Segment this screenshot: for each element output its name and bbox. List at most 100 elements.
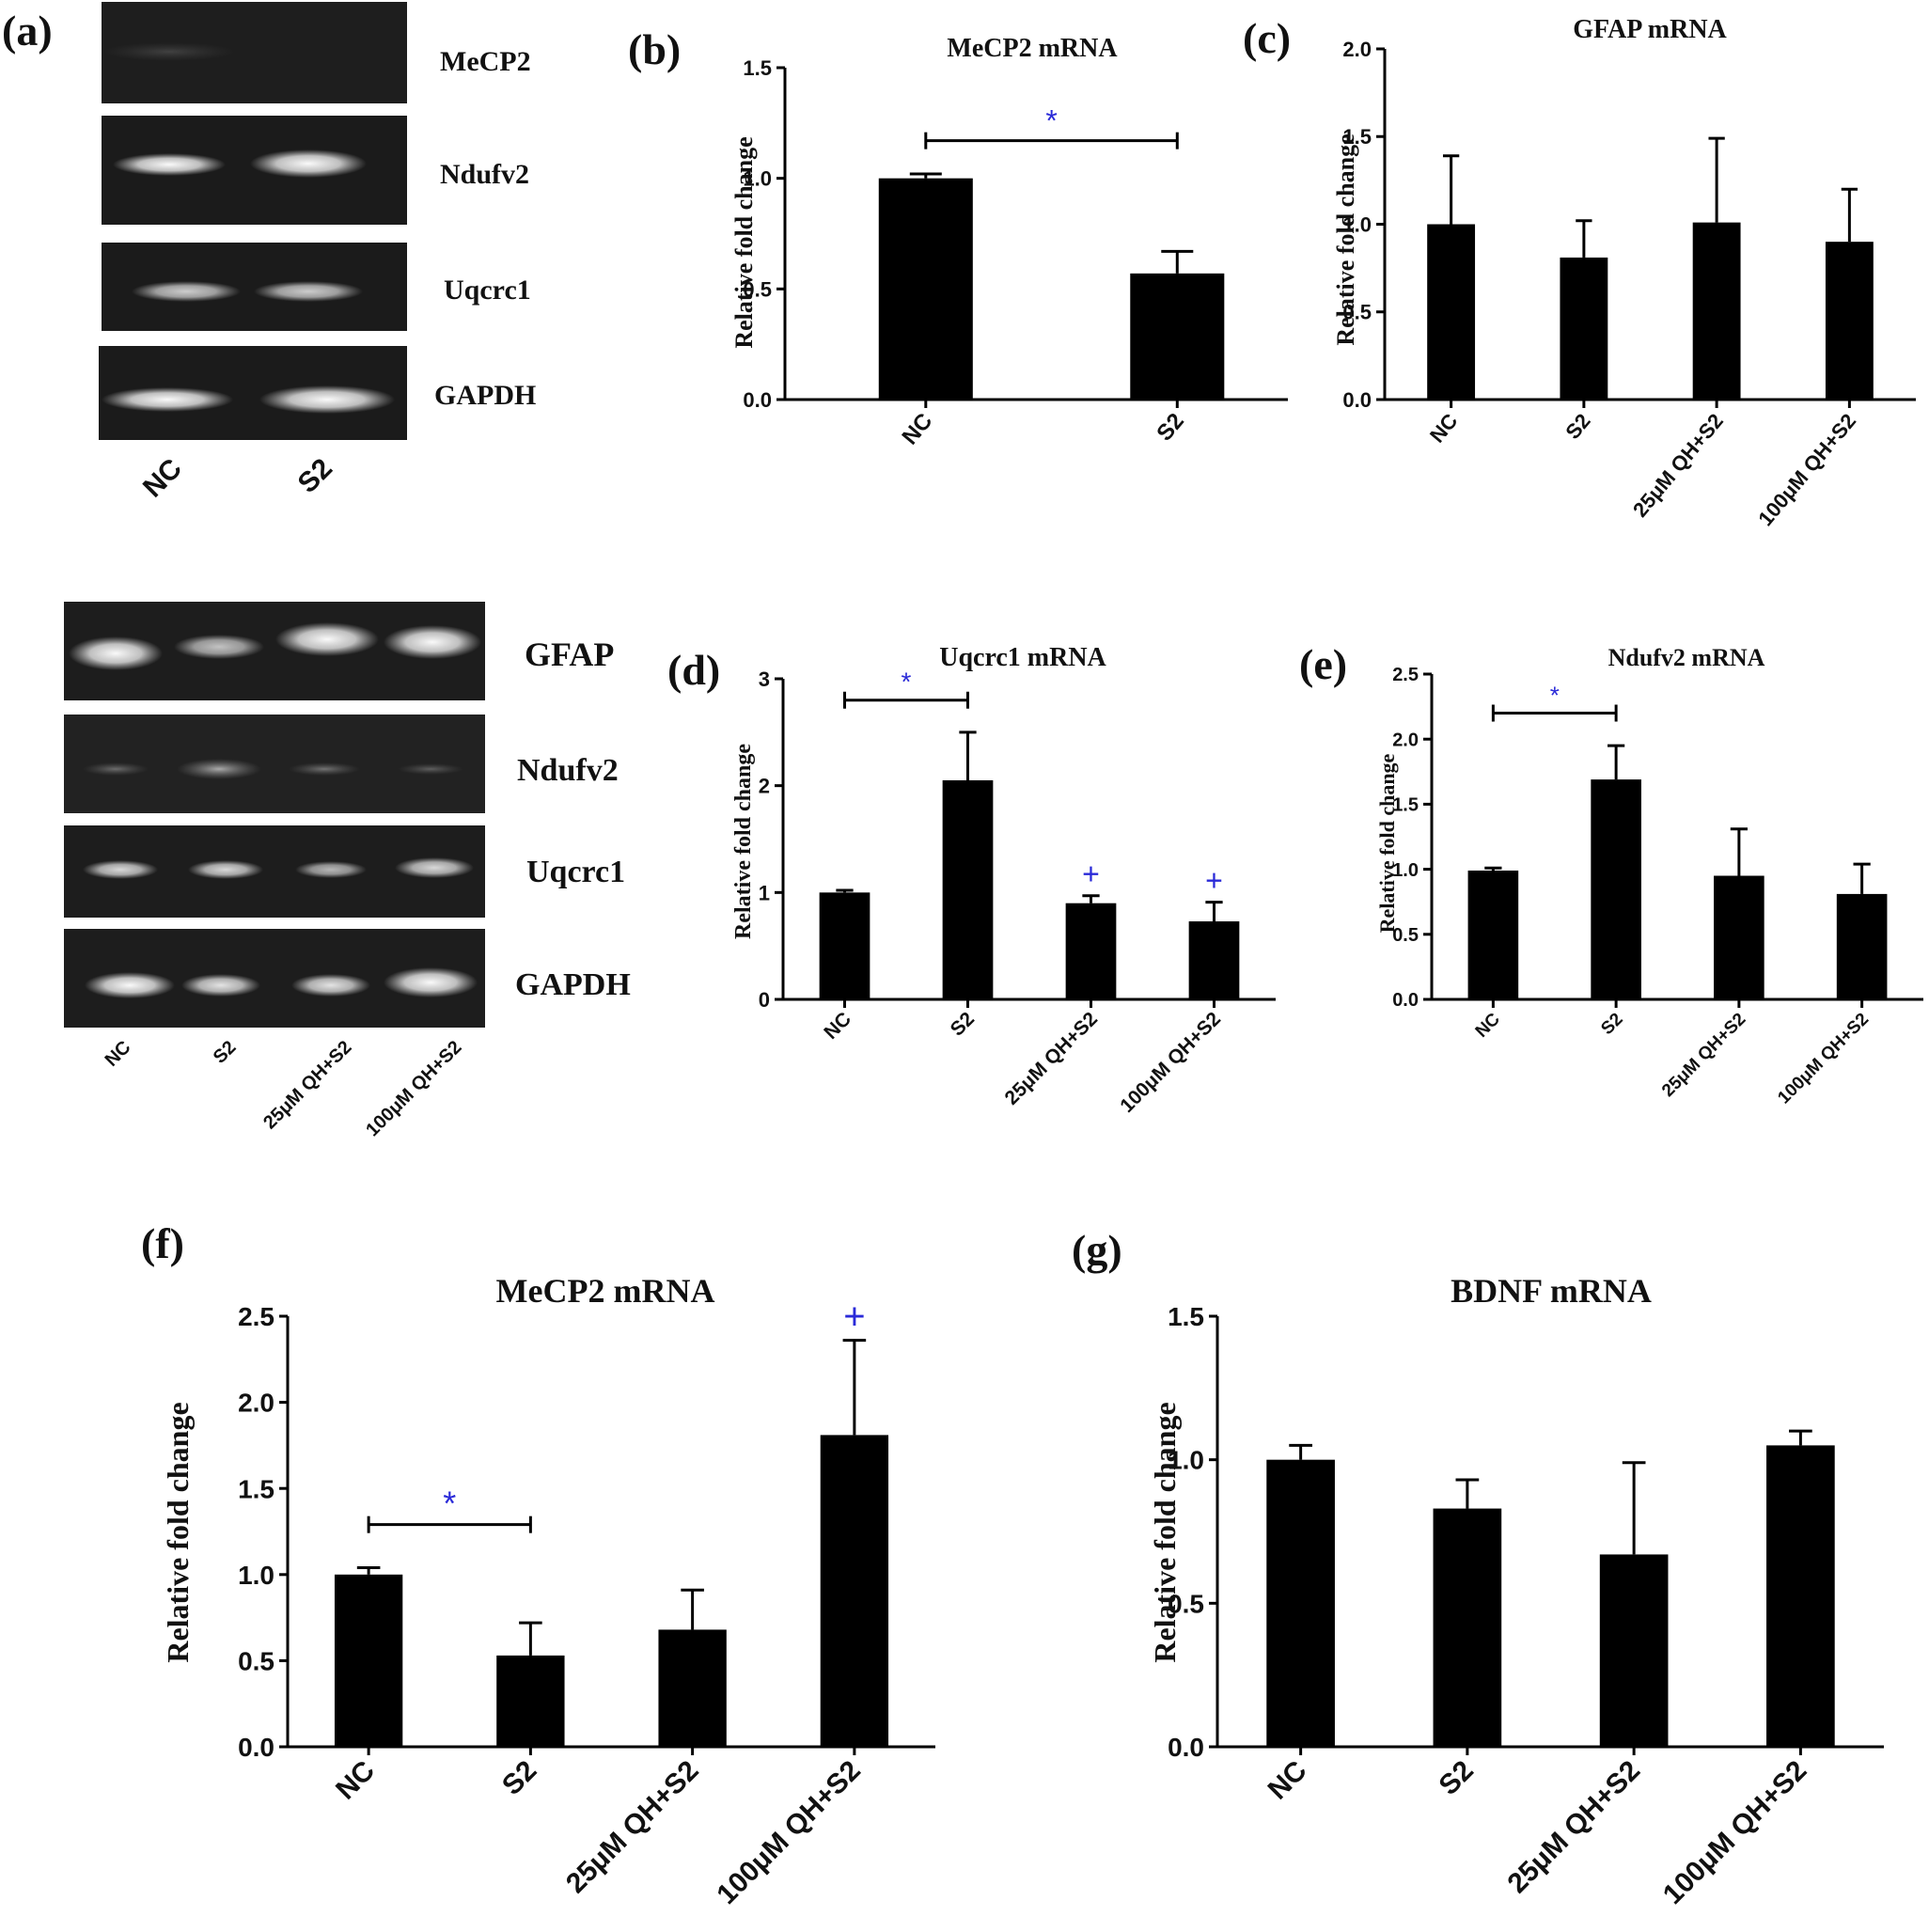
gel-top-lane-s2: S2 — [292, 453, 338, 499]
gel-bottom — [64, 602, 485, 1028]
gel-top-band — [259, 385, 395, 414]
bar-4 — [820, 1435, 889, 1747]
y-axis-title: Relative fold change — [731, 744, 756, 939]
significance-plus: + — [843, 1296, 865, 1338]
category-label: 100μM QH+S2 — [1657, 1755, 1812, 1910]
y-tick-label: 1.5 — [1342, 125, 1372, 149]
y-tick-label: 0.0 — [1168, 1733, 1204, 1762]
y-tick-label: 3 — [759, 668, 770, 691]
panel-letter-d: (d) — [667, 646, 720, 694]
y-tick-label: 2 — [759, 775, 770, 798]
gel-top-band — [132, 281, 241, 302]
category-label: 25μM QH+S2 — [1628, 409, 1728, 522]
category-label: S2 — [1434, 1755, 1480, 1801]
significance-plus: + — [1205, 864, 1223, 898]
gel-bottom-band — [177, 759, 261, 779]
y-tick-label: 0 — [759, 988, 770, 1012]
chart-d: Uqcrc1 mRNA Relative fold change 0 1 2 3 NC S2 2… — [731, 643, 1276, 1117]
panel-letter-c: (c) — [1243, 14, 1291, 62]
category-label: 100μM QH+S2 — [1774, 1010, 1873, 1108]
gel-bottom-lane-25: 25μM QH+S2 — [259, 1037, 355, 1133]
significance-star: * — [902, 668, 912, 697]
significance-star: * — [443, 1484, 456, 1523]
gel-top-label-uqcrc1: Uqcrc1 — [444, 275, 531, 306]
gel-bottom-lane-100: 100μM QH+S2 — [362, 1037, 465, 1140]
gel-bottom-band — [83, 860, 158, 879]
bar-1 — [334, 1574, 403, 1747]
y-tick-label: 1.5 — [238, 1474, 274, 1503]
bar-3 — [1714, 875, 1764, 999]
y-tick-label: 0.0 — [1392, 990, 1419, 1011]
gel-bottom-band — [85, 972, 175, 998]
bar-2 — [496, 1655, 565, 1747]
category-label: S2 — [496, 1755, 542, 1801]
bar-1 — [1266, 1459, 1335, 1747]
category-label: NC — [1425, 409, 1463, 447]
y-tick-label: 2.0 — [1342, 38, 1372, 61]
gel-bottom-label-gfap: GFAP — [525, 636, 614, 673]
gel-bottom-lane-s2: S2 — [210, 1037, 241, 1068]
y-axis-title: Relative fold change — [1375, 753, 1399, 933]
y-axis-title: Relative fold change — [1332, 134, 1359, 345]
y-tick-label: 0.5 — [1342, 301, 1372, 324]
gel-top-band — [113, 153, 226, 176]
gel-bottom-band — [384, 967, 478, 997]
category-label: 25μM QH+S2 — [1658, 1010, 1749, 1101]
y-tick-label: 1.0 — [1342, 212, 1372, 236]
y-tick-label: 2.5 — [238, 1302, 274, 1331]
bar-2 — [1560, 257, 1608, 400]
category-label: S2 — [1597, 1010, 1626, 1039]
y-tick-label: 1.0 — [1392, 860, 1419, 881]
y-tick-label: 1.0 — [238, 1561, 274, 1590]
panel-letter-g: (g) — [1072, 1226, 1122, 1274]
gel-bottom-lane-nc: NC — [102, 1037, 135, 1071]
category-label: NC — [330, 1755, 381, 1806]
chart-title: GFAP mRNA — [1573, 15, 1727, 44]
gel-bottom-label-uqcrc1: Uqcrc1 — [526, 855, 625, 889]
gel-bottom-band — [395, 857, 474, 878]
chart-g: BDNF mRNA Relative fold change 0.0 0.5 1.0 1.… — [1148, 1272, 1884, 1910]
y-tick-label: 0.5 — [743, 277, 772, 301]
y-tick-label: 1 — [759, 881, 770, 904]
gel-bottom-band — [83, 762, 149, 776]
gel-top-lane-nc: NC — [137, 453, 188, 504]
gel-bottom-label-ndufv2: Ndufv2 — [517, 753, 619, 788]
chart-title: BDNF mRNA — [1451, 1272, 1652, 1310]
chart-b: MeCP2 mRNA Relative fold change 0.0 0.5 1.0 1… — [730, 34, 1288, 449]
chart-title: MeCP2 mRNA — [496, 1272, 715, 1310]
y-axis-title: Relative fold change — [1148, 1402, 1182, 1662]
category-label: NC — [897, 409, 937, 450]
y-tick-label: 0.0 — [1342, 388, 1372, 412]
bar-1 — [1467, 870, 1519, 999]
y-axis-title: Relative fold change — [161, 1402, 195, 1662]
bar-4 — [1825, 242, 1874, 400]
bar-2 — [942, 779, 994, 999]
y-tick-label: 1.5 — [1392, 795, 1419, 816]
gel-top-label-gapdh: GAPDH — [434, 380, 536, 411]
chart-c: GFAP mRNA Relative fold change 0.0 0.5 1.0 1.… — [1332, 15, 1916, 530]
bar-2 — [1433, 1508, 1502, 1747]
y-tick-label: 0.5 — [1168, 1589, 1204, 1618]
gel-bottom-label-gapdh: GAPDH — [515, 967, 631, 1002]
chart-title: MeCP2 mRNA — [947, 34, 1118, 63]
y-tick-label: 1.0 — [743, 167, 772, 191]
panel-letter-e: (e) — [1299, 640, 1347, 688]
chart-e: Ndufv2 mRNA Relative fold change 0.0 0.5 1.0… — [1375, 644, 1923, 1108]
gel-bottom-band — [275, 622, 379, 656]
gel-bottom-band — [174, 635, 264, 659]
category-label: 100μM QH+S2 — [711, 1755, 866, 1910]
bar-1 — [1427, 224, 1476, 400]
category-label: NC — [1472, 1009, 1504, 1041]
y-tick-label: 0.5 — [1392, 925, 1419, 946]
significance-plus: + — [1082, 857, 1100, 891]
gel-top-label-mecp2: MeCP2 — [440, 46, 531, 77]
gel-bottom-band — [289, 762, 360, 776]
bar-1 — [819, 892, 870, 999]
y-tick-label: 1.0 — [1168, 1446, 1204, 1475]
significance-star: * — [1550, 682, 1560, 710]
gel-top-label-ndufv2: Ndufv2 — [440, 159, 529, 190]
gel-bottom-band — [188, 860, 263, 879]
y-tick-label: 0.5 — [238, 1646, 274, 1675]
bar-3 — [1065, 903, 1117, 999]
gel-top-band — [102, 387, 233, 412]
